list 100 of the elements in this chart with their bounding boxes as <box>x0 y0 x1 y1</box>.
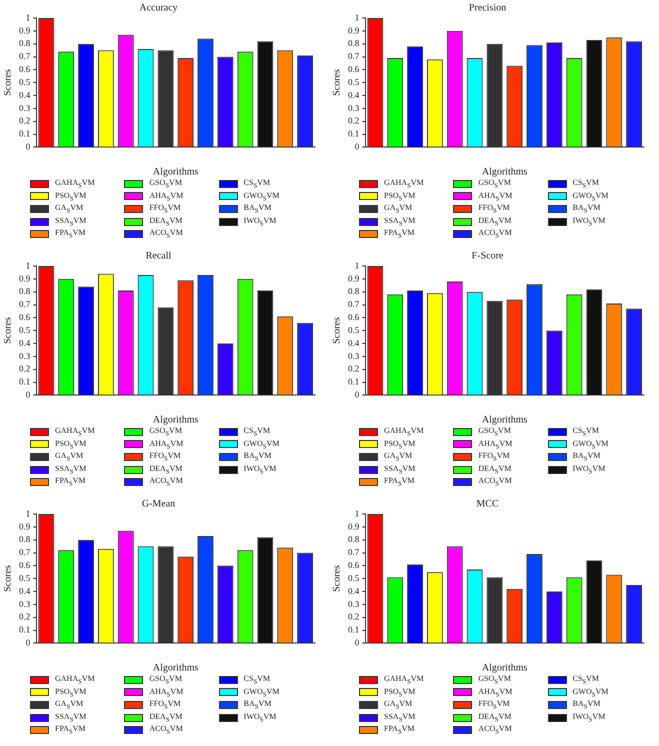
y-tick-label: 0.5 <box>19 324 31 335</box>
y-tick-label: 0.2 <box>19 364 30 374</box>
legend-label: SSA$_{S}$VM <box>384 712 416 724</box>
y-tick-label: 0.9 <box>348 273 360 284</box>
legend-label: GA$_{S}$VM <box>55 451 84 463</box>
legend-label: DEA$_{S}$VM <box>478 464 512 476</box>
legend-label: AHA$_{S}$VM <box>149 686 184 698</box>
y-tick-label: 0.1 <box>348 128 360 139</box>
legend-label: ACO$_{S}$VM <box>478 476 512 488</box>
legend-label: DEA$_{S}$VM <box>149 464 182 476</box>
legend-label: ACO$_{S}$VM <box>149 476 183 488</box>
y-tick-label: 0.3 <box>19 102 31 113</box>
y-tick-label: 0.5 <box>348 76 360 87</box>
y-axis-title: Scores <box>332 565 343 592</box>
y-tick-label: 0.8 <box>19 38 31 48</box>
y-tick-label: 0.4 <box>19 90 31 100</box>
legend-label: GWO$_{S}$VM <box>572 438 608 450</box>
y-tick-label: 0.1 <box>19 376 30 387</box>
legend-label: BA$_{S}$VM <box>244 451 272 463</box>
legend-label: GAHA$_{S}$VM <box>55 674 95 686</box>
chart-title: Recall <box>146 250 172 262</box>
legend-label: GAHA$_{S}$VM <box>384 426 424 438</box>
y-tick-label: 0.6 <box>348 560 360 570</box>
legend-label: IWO$_{S}$VM <box>244 712 276 724</box>
y-tick-label: 0.1 <box>19 624 30 635</box>
y-tick-label: 0 <box>354 142 360 152</box>
legend-label: CS$_{S}$VM <box>244 426 270 438</box>
legend-label: FPA$_{S}$VM <box>55 228 86 240</box>
legend-label: CS$_{S}$VM <box>572 178 600 190</box>
legend-label: IWO$_{S}$VM <box>572 712 606 724</box>
y-tick-label: 1 <box>26 508 30 518</box>
legend-label: AHA$_{S}$VM <box>478 438 512 450</box>
y-tick-label: 0.7 <box>19 547 31 558</box>
legend-label: GWO$_{S}$VM <box>572 190 608 202</box>
x-axis-title: Algorithms <box>482 414 528 426</box>
legend-label: DEA$_{S}$VM <box>478 712 512 724</box>
y-tick-label: 0.7 <box>19 299 31 310</box>
legend-label: FFO$_{S}$VM <box>478 203 510 215</box>
x-axis-title: Algorithms <box>152 662 199 674</box>
legend-label: FPA$_{S}$VM <box>384 228 415 240</box>
legend-label: GA$_{S}$VM <box>384 451 412 463</box>
y-tick-label: 0 <box>354 390 360 400</box>
y-tick-label: 1 <box>26 12 30 22</box>
legend-label: GAHA$_{S}$VM <box>55 178 95 190</box>
y-tick-label: 0.8 <box>19 286 31 296</box>
legend-label: IWO$_{S}$VM <box>244 216 276 228</box>
y-tick-label: 0.4 <box>348 90 360 100</box>
y-tick-label: 1 <box>354 260 360 270</box>
x-axis-title: Algorithms <box>482 166 528 178</box>
legend-label: AHA$_{S}$VM <box>149 190 184 202</box>
legend-label: GA$_{S}$VM <box>384 203 412 215</box>
y-tick-label: 0.9 <box>348 521 360 532</box>
y-tick-label: 0.7 <box>348 51 360 62</box>
y-tick-label: 0.5 <box>348 324 360 335</box>
y-tick-label: 0.2 <box>348 612 360 622</box>
y-tick-label: 0.3 <box>19 350 31 361</box>
legend-label: BA$_{S}$VM <box>244 699 272 711</box>
legend-label: GA$_{S}$VM <box>55 699 84 711</box>
legend-label: FPA$_{S}$VM <box>55 724 86 736</box>
legend-label: GSO$_{S}$VM <box>149 674 182 686</box>
y-axis-title: Scores <box>2 317 14 344</box>
legend-label: CS$_{S}$VM <box>244 674 270 686</box>
y-tick-label: 1 <box>354 12 360 22</box>
legend-label: PSO$_{S}$VM <box>384 686 416 698</box>
y-tick-label: 0.2 <box>348 364 360 374</box>
y-tick-label: 0.6 <box>19 560 31 570</box>
y-tick-label: 0 <box>26 142 31 152</box>
legend-label: IWO$_{S}$VM <box>572 216 606 228</box>
x-axis-title: Algorithms <box>152 414 199 426</box>
y-tick-label: 0.5 <box>19 76 31 87</box>
legend-label: IWO$_{S}$VM <box>244 464 276 476</box>
legend-label: ACO$_{S}$VM <box>478 228 512 240</box>
legend-label: GWO$_{S}$VM <box>244 190 280 202</box>
y-tick-label: 0.8 <box>19 534 31 544</box>
y-tick-label: 0.7 <box>19 51 31 62</box>
y-tick-label: 0.4 <box>19 586 31 596</box>
legend-label: SSA$_{S}$VM <box>55 216 86 228</box>
legend-label: SSA$_{S}$VM <box>55 712 86 724</box>
legend-label: IWO$_{S}$VM <box>572 464 606 476</box>
legend-label: BA$_{S}$VM <box>572 203 600 215</box>
legend-label: ACO$_{S}$VM <box>478 724 512 736</box>
y-tick-label: 0.8 <box>348 286 360 296</box>
legend-label: FPA$_{S}$VM <box>55 476 86 488</box>
legend-label: DEA$_{S}$VM <box>149 216 182 228</box>
legend-label: GA$_{S}$VM <box>55 203 84 215</box>
legend-label: DEA$_{S}$VM <box>149 712 182 724</box>
legend-label: PSO$_{S}$VM <box>384 438 416 450</box>
chart-title: F-Score <box>472 250 504 262</box>
legend-label: GAHA$_{S}$VM <box>384 674 424 686</box>
y-tick-label: 1 <box>26 260 30 270</box>
y-tick-label: 0.5 <box>348 572 360 583</box>
y-tick-label: 0.6 <box>19 64 31 74</box>
y-tick-label: 0.6 <box>348 64 360 74</box>
y-tick-label: 0.1 <box>19 128 30 139</box>
legend-label: DEA$_{S}$VM <box>478 216 512 228</box>
y-tick-label: 0.2 <box>19 116 30 126</box>
y-tick-label: 0 <box>26 390 31 400</box>
legend-label: SSA$_{S}$VM <box>384 216 416 228</box>
legend-label: ACO$_{S}$VM <box>149 724 183 736</box>
legend-label: FPA$_{S}$VM <box>384 724 415 736</box>
